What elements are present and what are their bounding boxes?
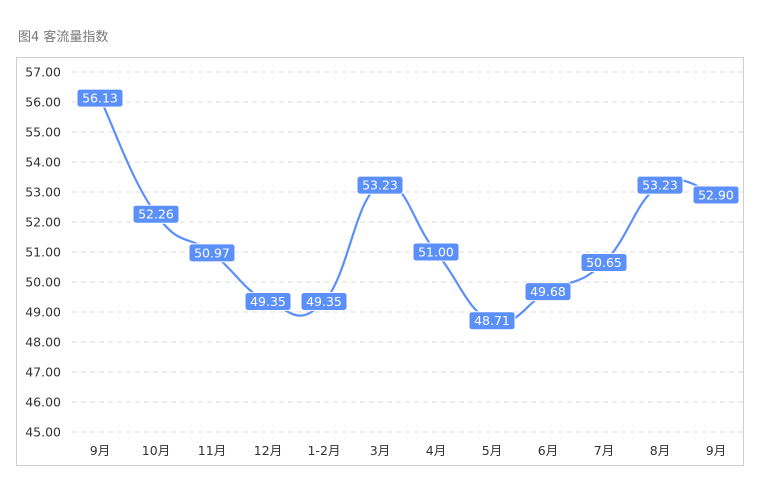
x-tick-label: 11月 (198, 443, 226, 458)
x-tick-label: 6月 (538, 443, 558, 458)
y-tick-label: 46.00 (25, 395, 61, 410)
figure-title: 图4 客流量指数 (18, 30, 109, 45)
y-tick-label: 54.00 (25, 155, 61, 170)
y-axis-tick-labels: 57.00 56.00 55.00 54.00 53.00 52.00 51.00 50.00… (25, 65, 61, 440)
x-tick-label: 4月 (426, 443, 446, 458)
x-tick-label: 10月 (142, 443, 170, 458)
data-labels: 56.13 52.26 50.97 49.35 49.35 53.23 51.00 48.71… (76, 88, 740, 331)
data-label-box (524, 282, 572, 302)
data-label-text: 56.13 (82, 91, 118, 106)
data-label: 49.68 (524, 282, 572, 302)
y-tick-label: 50.00 (25, 275, 61, 290)
data-label-text: 52.26 (138, 207, 174, 222)
y-tick-label: 55.00 (25, 125, 61, 140)
data-label-box (300, 292, 348, 311)
data-label: 49.35 (244, 292, 292, 311)
data-label-text: 52.90 (698, 188, 734, 203)
data-label-box (692, 185, 740, 205)
y-tick-label: 53.00 (25, 185, 61, 200)
data-label-box (132, 204, 180, 224)
data-label-text: 50.65 (586, 255, 622, 270)
y-tick-label: 48.00 (25, 335, 61, 350)
grid-lines (72, 71, 744, 433)
data-label-text: 49.35 (306, 294, 342, 309)
data-label-box (244, 292, 292, 311)
data-label-text: 49.35 (250, 294, 286, 309)
data-label: 48.71 (468, 311, 516, 331)
x-tick-label: 8月 (650, 443, 670, 458)
y-tick-label: 52.00 (25, 215, 61, 230)
data-label: 50.97 (188, 243, 236, 263)
data-label-box (188, 243, 236, 263)
y-tick-label: 47.00 (25, 365, 61, 380)
data-label-text: 48.71 (474, 313, 510, 328)
data-label: 49.35 (300, 292, 348, 311)
data-label-box (412, 242, 460, 262)
data-label-box (76, 88, 124, 108)
y-tick-label: 49.00 (25, 305, 61, 320)
x-tick-label: 5月 (482, 443, 502, 458)
data-label: 53.23 (356, 175, 404, 195)
x-tick-label: 3月 (370, 443, 390, 458)
data-label: 53.23 (636, 175, 684, 195)
data-label: 52.26 (132, 204, 180, 224)
y-tick-label: 56.00 (25, 95, 61, 110)
x-tick-label: 9月 (90, 443, 110, 458)
data-label-text: 53.23 (642, 178, 678, 193)
data-label-box (468, 311, 516, 331)
x-tick-label: 7月 (594, 443, 614, 458)
data-label-text: 50.97 (194, 245, 230, 260)
data-label: 50.65 (580, 253, 628, 272)
x-tick-label: 1-2月 (308, 443, 341, 458)
data-label: 51.00 (412, 242, 460, 262)
y-tick-label: 51.00 (25, 245, 61, 260)
data-label: 52.90 (692, 185, 740, 205)
x-axis-tick-labels: 9月 10月 11月 12月 1-2月 3月 4月 5月 6月 7月 8月 9月 (90, 443, 726, 458)
data-label-text: 53.23 (362, 178, 398, 193)
data-label: 56.13 (76, 88, 124, 108)
x-tick-label: 9月 (706, 443, 726, 458)
data-label-box (580, 253, 628, 272)
x-tick-label: 12月 (254, 443, 282, 458)
y-tick-label: 45.00 (25, 425, 61, 440)
data-label-text: 51.00 (418, 245, 454, 260)
data-label-text: 49.68 (530, 284, 566, 299)
y-tick-label: 57.00 (25, 65, 61, 80)
data-label-box (636, 175, 684, 195)
data-label-box (356, 175, 404, 195)
